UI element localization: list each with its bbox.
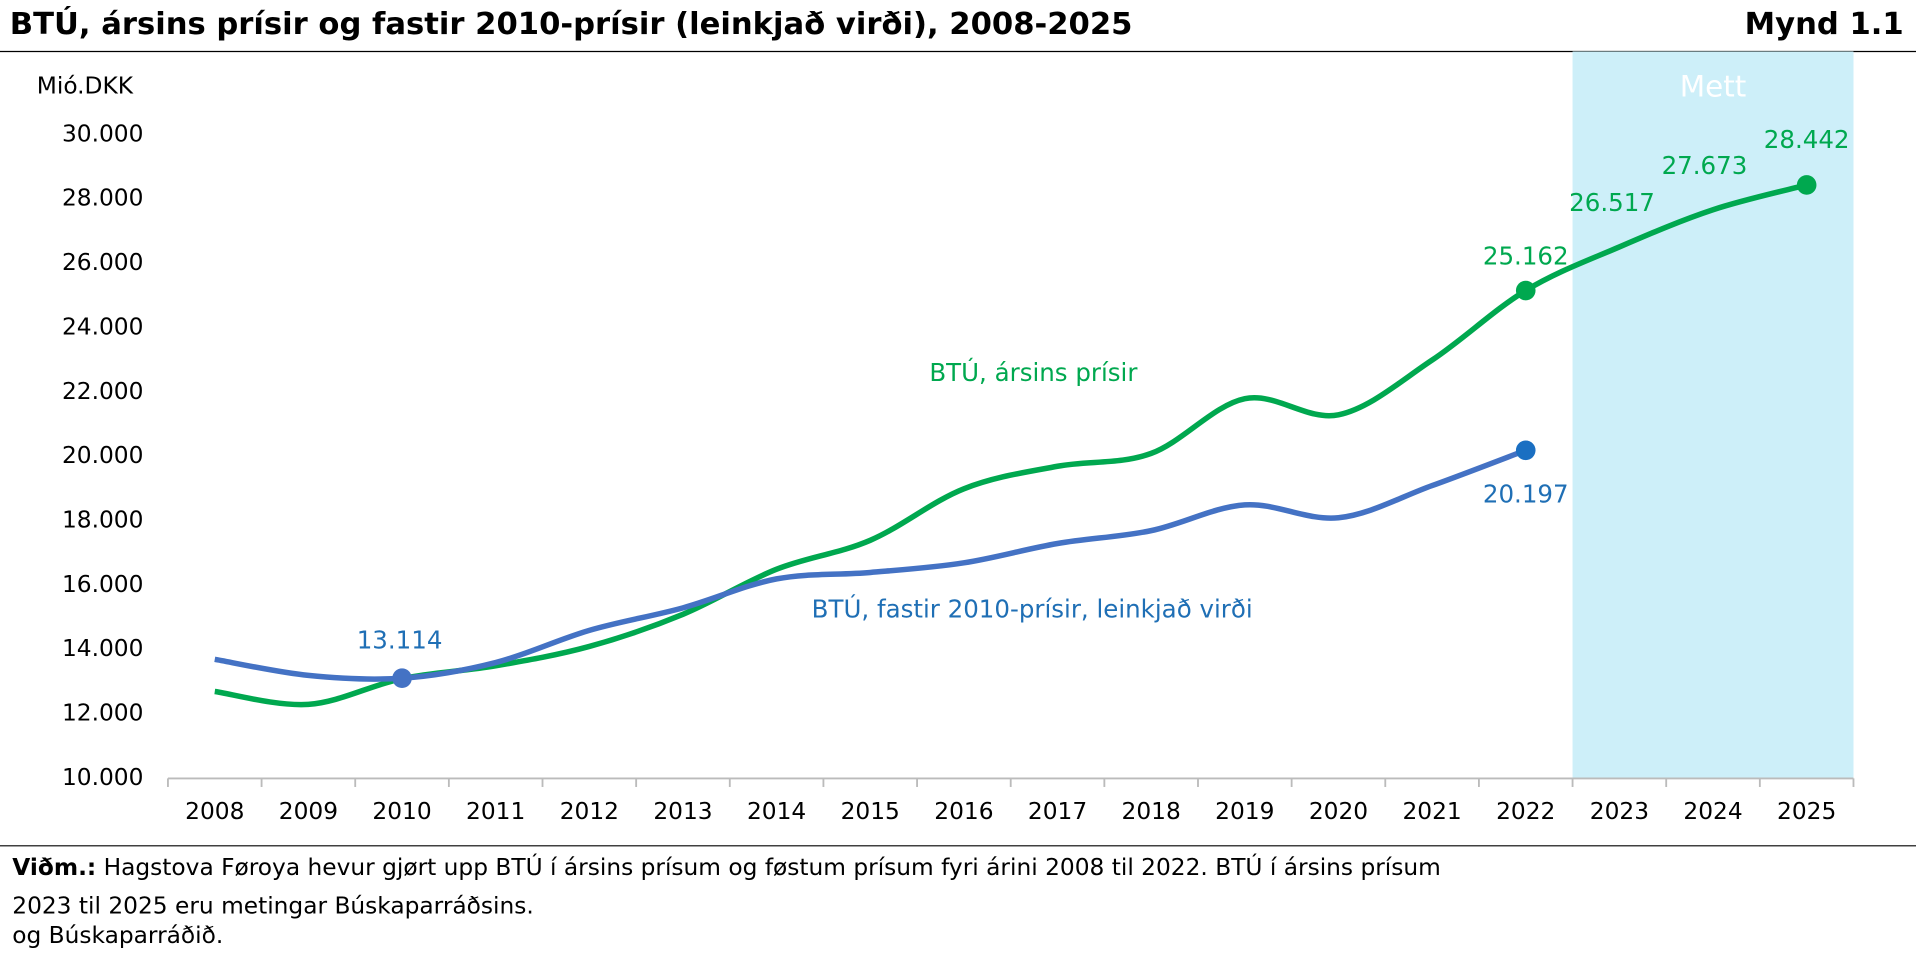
x-tick-label: 2011	[466, 798, 525, 825]
x-tick-label: 2024	[1683, 798, 1742, 825]
y-tick-label: 30.000	[62, 120, 143, 147]
x-tick-label: 2020	[1309, 798, 1368, 825]
plot: Mett 10.000 12.000 14.000 16.000 18.000 20.000…	[62, 51, 1855, 825]
value-label: 26.517	[1569, 188, 1655, 217]
series-label: BTÚ, fastir 2010-prísir, leinkjað virði	[812, 593, 1253, 623]
y-tick-label: 18.000	[62, 506, 143, 533]
series-line	[214, 447, 1527, 682]
note-line: og Búskaparráðið.	[12, 922, 223, 949]
value-label: 25.162	[1483, 241, 1569, 270]
x-tick-label: 2013	[653, 798, 712, 825]
x-tick-label: 2021	[1402, 798, 1461, 825]
value-label: 27.673	[1662, 151, 1748, 180]
y-tick-label: 28.000	[62, 185, 143, 212]
x-tick-label: 2012	[560, 798, 619, 825]
x-tick-label: 2022	[1496, 798, 1555, 825]
value-label: 13.114	[357, 625, 443, 654]
x-tick-label: 2015	[841, 798, 900, 825]
series-marker	[1515, 280, 1536, 301]
x-tick-label: 2008	[185, 798, 244, 825]
y-tick-label: 24.000	[62, 313, 143, 340]
x-tick-label: 2014	[747, 798, 806, 825]
y-tick-label: 10.000	[62, 764, 143, 791]
note-line: 2023 til 2025 eru metingar Búskaparráðsi…	[12, 893, 534, 920]
value-label: 20.197	[1483, 480, 1569, 509]
x-tick-label: 2010	[372, 798, 431, 825]
series-marker	[1515, 440, 1536, 461]
series-marker	[392, 668, 412, 689]
note-text: Hagstova Føroya hevur gjørt upp BTÚ í ár…	[104, 852, 1441, 880]
note-label: Viðm.:	[12, 853, 96, 880]
x-tick-label: 2018	[1122, 798, 1181, 825]
figure-label: Mynd 1.1	[1745, 7, 1904, 42]
x-tick-label: 2016	[934, 798, 993, 825]
value-label: 28.442	[1764, 125, 1850, 154]
series-label: BTÚ, ársins prísir	[929, 357, 1138, 387]
y-tick-label: 16.000	[62, 571, 143, 598]
y-tick-label: 22.000	[62, 378, 143, 405]
y-tick-label: 20.000	[62, 442, 143, 469]
note-line: Viðm.: Hagstova Føroya hevur gjørt upp BT…	[12, 852, 1441, 880]
chart-title: BTÚ, ársins prísir og fastir 2010-prísir…	[10, 5, 1133, 42]
x-tick-label: 2023	[1590, 798, 1649, 825]
y-tick-label: 26.000	[62, 249, 143, 276]
series-marker	[1796, 175, 1817, 195]
x-tick-label: 2019	[1215, 798, 1274, 825]
x-tick-label: 2009	[279, 798, 338, 825]
shaded-region	[1572, 51, 1854, 779]
y-tick-label: 14.000	[62, 635, 143, 662]
y-tick-label: 12.000	[62, 700, 143, 727]
y-axis-label: Mió.DKK	[37, 73, 134, 100]
x-tick-label: 2025	[1777, 798, 1836, 825]
x-tick-label: 2017	[1028, 798, 1087, 825]
series-line	[214, 182, 1808, 708]
shaded-region-label: Mett	[1680, 70, 1747, 104]
